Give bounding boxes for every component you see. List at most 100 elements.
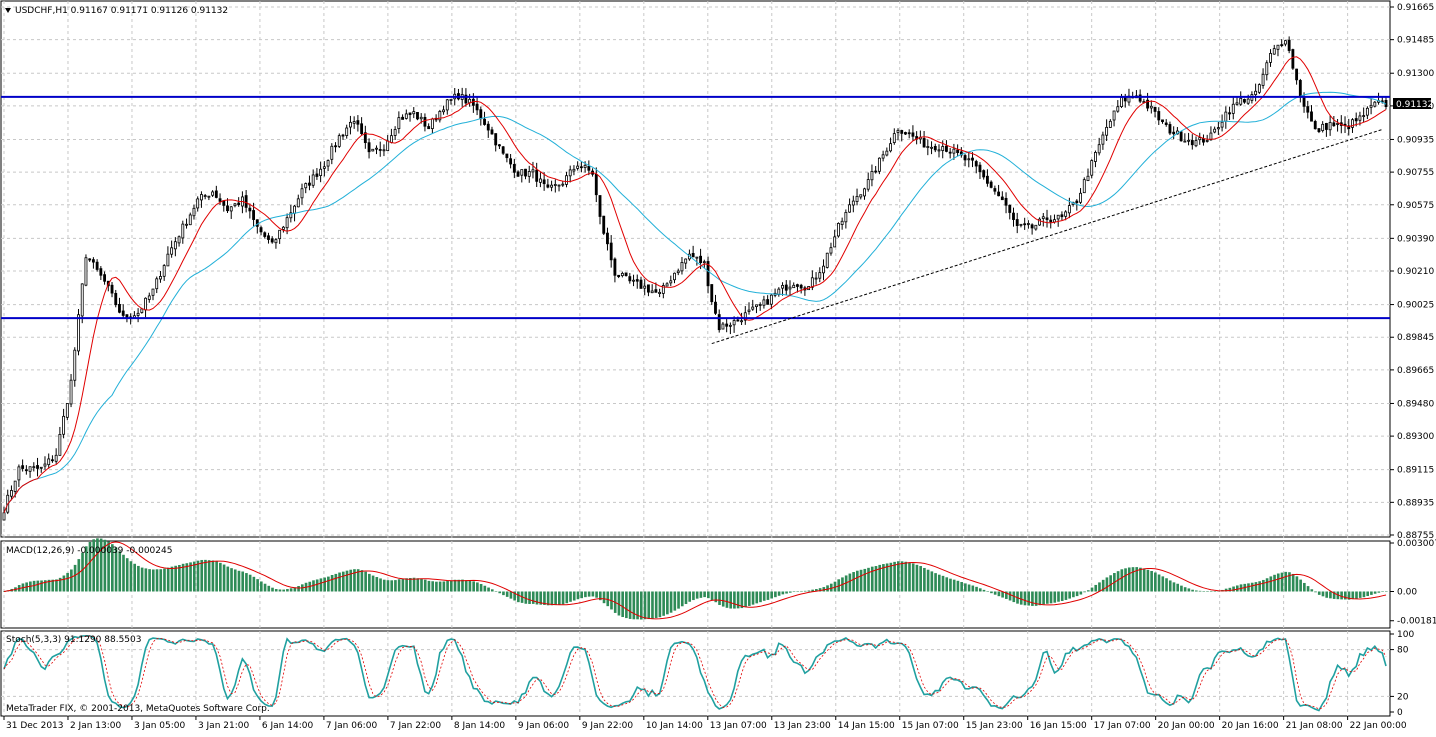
macd-bar	[837, 579, 841, 592]
macd-bar	[513, 591, 516, 601]
macd-bar	[1060, 591, 1064, 601]
macd-bar	[1176, 583, 1180, 592]
candle-body	[561, 183, 565, 186]
macd-bar	[457, 579, 461, 592]
candle-body	[669, 280, 673, 284]
candle-body	[1026, 223, 1030, 225]
candle-body	[1023, 223, 1027, 226]
candle-body	[389, 135, 393, 143]
macd-bar	[800, 590, 803, 592]
candle-body	[702, 261, 706, 264]
candle-body	[91, 259, 95, 263]
candle-body	[1328, 122, 1332, 131]
macd-bar	[286, 589, 289, 592]
candle-body	[73, 349, 77, 381]
candle-body	[699, 255, 703, 263]
macd-bar	[964, 583, 967, 592]
macd-bar	[129, 561, 133, 592]
candle-body	[792, 284, 796, 289]
candle-body	[643, 285, 647, 289]
copyright-text: MetaTrader FIX, © 2001-2013, MetaQuotes …	[6, 704, 270, 714]
macd-bar	[468, 580, 472, 592]
candle-body	[1120, 96, 1123, 107]
x-tick-label: 2 Jan 13:00	[70, 721, 122, 731]
macd-bar	[1183, 587, 1187, 592]
candle-body	[1228, 112, 1231, 115]
macd-bar	[721, 591, 725, 607]
macd-bar	[1358, 591, 1362, 598]
x-tick-label: 9 Jan 06:00	[518, 721, 570, 731]
macd-bar	[341, 571, 345, 592]
macd-bar	[233, 569, 237, 592]
candle-body	[911, 132, 915, 137]
candle-body	[877, 157, 881, 172]
candle-body	[47, 458, 51, 466]
macd-bar	[204, 559, 207, 592]
macd-bar	[1262, 579, 1265, 592]
candle-body	[39, 466, 43, 469]
x-tick-label: 10 Jan 14:00	[646, 721, 703, 731]
macd-bar	[1127, 567, 1131, 592]
candle-body	[319, 168, 323, 176]
x-tick-label: 14 Jan 15:00	[838, 721, 895, 731]
macd-bar	[1150, 570, 1153, 592]
y-tick-label: 0.89480	[1397, 399, 1434, 409]
macd-bar	[1135, 567, 1139, 592]
candle-body	[430, 118, 434, 129]
y-tick-label: 0.89115	[1397, 466, 1434, 476]
macd-bar	[1116, 571, 1120, 592]
macd-bar	[561, 591, 565, 605]
candle-body	[483, 118, 486, 125]
macd-bar	[1347, 591, 1351, 600]
macd-bar	[274, 589, 278, 592]
candle-body	[520, 169, 524, 176]
macd-bar	[1321, 591, 1325, 597]
macd-bar	[788, 591, 792, 593]
macd-bar	[952, 579, 956, 592]
macd-bar	[1027, 591, 1031, 606]
macd-bar	[1295, 576, 1299, 592]
macd-bar	[1005, 591, 1008, 599]
macd-bar	[43, 580, 47, 592]
candle-body	[818, 272, 822, 279]
macd-bar	[271, 587, 274, 592]
macd-bar	[1001, 591, 1004, 598]
candle-body	[114, 292, 118, 306]
candle-body	[1254, 90, 1258, 95]
candle-body	[255, 219, 259, 227]
ma-slow-line	[3, 91, 1387, 513]
candle-body	[341, 134, 345, 137]
macd-bar	[1019, 591, 1023, 605]
macd-bar	[982, 589, 986, 592]
ma-fast-line	[3, 56, 1387, 513]
candle-body	[721, 323, 725, 330]
macd-bar	[1373, 591, 1377, 594]
dropdown-arrow-icon[interactable]	[5, 8, 11, 13]
macd-panel-frame	[0, 540, 1391, 629]
candle-body	[274, 239, 278, 244]
candle-body	[237, 202, 241, 206]
macd-bar	[364, 571, 367, 592]
candle-body	[617, 274, 621, 278]
macd-bar	[1045, 591, 1049, 604]
x-tick-label: 13 Jan 23:00	[774, 721, 831, 731]
macd-bar	[900, 561, 904, 592]
candle-body	[1116, 106, 1120, 112]
candle-body	[993, 188, 997, 192]
candle-body	[289, 212, 293, 219]
macd-bar	[1131, 567, 1135, 592]
macd-bar	[409, 577, 412, 592]
candle-body	[382, 149, 386, 152]
macd-bar	[1042, 591, 1045, 605]
candle-body	[1276, 44, 1280, 50]
candle-body	[468, 98, 472, 104]
candle-body	[844, 212, 848, 223]
candle-body	[181, 223, 185, 239]
macd-bar	[554, 591, 557, 606]
macd-bar	[1355, 591, 1358, 599]
macd-bar	[1329, 591, 1332, 599]
candle-body	[866, 179, 870, 190]
macd-bar	[1034, 591, 1038, 606]
